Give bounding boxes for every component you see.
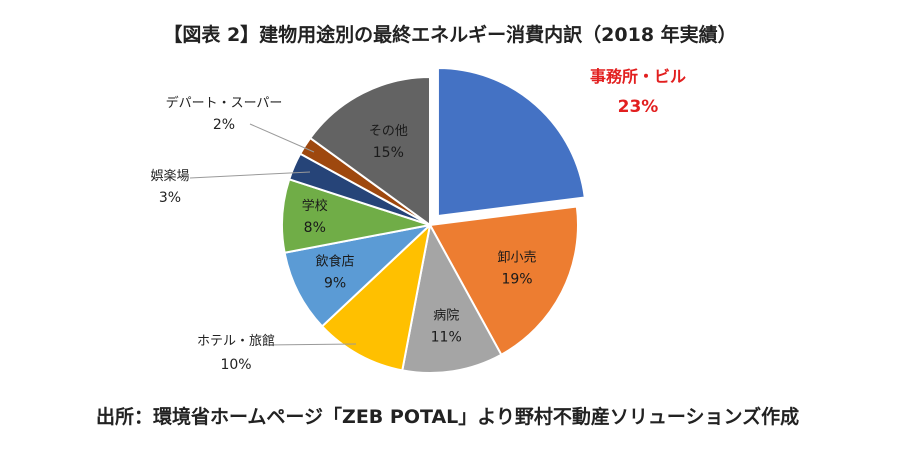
pie-slice-2 xyxy=(428,205,579,357)
slice-category-label: 学校 xyxy=(302,198,328,214)
slice-value-label: 19% xyxy=(501,271,532,287)
pie-slice-5 xyxy=(283,223,434,328)
slice-value-label: 2% xyxy=(213,117,235,133)
chart-title: 【図表 2】建物用途別の最終エネルギー消費内訳（2018 年実績） xyxy=(163,24,737,46)
slice-category-label: 事務所・ビル xyxy=(590,67,686,86)
pie-slice-9 xyxy=(308,75,431,227)
leader-line-4 xyxy=(264,343,357,346)
slice-value-label: 9% xyxy=(324,275,346,291)
slice-category-label: 飲食店 xyxy=(316,253,355,269)
pie-slices xyxy=(281,66,586,374)
slice-value-label: 23% xyxy=(618,97,659,117)
pie-slice-3 xyxy=(401,222,503,374)
slice-value-label: 11% xyxy=(431,329,462,345)
source-note: 出所：環境省ホームページ「ZEB POTAL」より野村不動産ソリューションズ作成 xyxy=(96,406,800,428)
slice-category-label: デパート・スーパー xyxy=(166,95,283,111)
pie-slice-1 xyxy=(436,66,586,218)
slice-category-label: その他 xyxy=(369,124,408,139)
slice-category-label: 娯楽場 xyxy=(150,168,189,184)
slice-value-label: 10% xyxy=(220,357,251,373)
slice-labels: 事務所・ビル 23% 卸小売 19% 病院 11% ホテル・旅館 10% 飲食店 9% 学校 8% 娯楽… xyxy=(150,67,686,373)
slice-category-label: 卸小売 xyxy=(498,249,537,265)
leader-line-7 xyxy=(189,171,311,179)
slice-category-label: 病院 xyxy=(433,308,459,323)
slice-value-label: 3% xyxy=(159,190,181,206)
pie-slice-4 xyxy=(320,222,432,372)
slice-value-label: 15% xyxy=(373,145,404,161)
leader-lines xyxy=(189,123,357,346)
slice-value-label: 8% xyxy=(304,220,326,236)
slice-category-label: ホテル・旅館 xyxy=(197,334,275,349)
leader-line-8 xyxy=(249,123,315,153)
